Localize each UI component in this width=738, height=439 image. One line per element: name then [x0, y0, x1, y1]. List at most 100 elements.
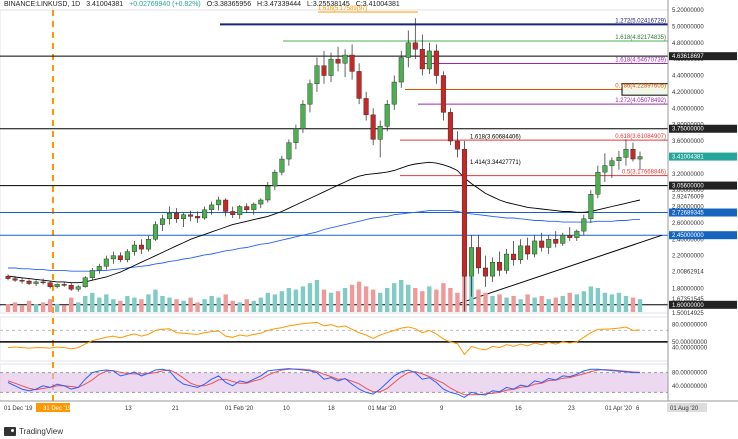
volume-bar: [167, 297, 172, 312]
range-date-bg: [667, 403, 707, 412]
volume-bar: [490, 296, 495, 312]
volume-bar: [539, 296, 544, 312]
volume-bar: [637, 299, 643, 312]
fib-label: 1.618(3.60684406): [470, 134, 521, 140]
fib-label: 0.786(4.22897605): [615, 84, 666, 90]
time-tick: 10: [283, 406, 290, 412]
price-label-bg: [669, 300, 737, 309]
candle-body: [54, 284, 60, 287]
price-change: +0.02769940 (+0.82%): [129, 1, 201, 8]
volume-bar: [5, 304, 11, 312]
rsi-line: [7, 321, 641, 356]
candle-body: [82, 277, 88, 287]
candle-body: [412, 42, 418, 50]
volume-bar: [328, 292, 334, 312]
candle-body: [468, 247, 474, 277]
price-tick: 3.00000000: [672, 188, 704, 194]
candle-body: [384, 103, 390, 127]
volume-bar: [574, 294, 579, 312]
candle-body: [195, 216, 201, 219]
volume-bar: [448, 288, 453, 312]
tradingview-logo-icon: [4, 426, 16, 436]
candle-body: [138, 244, 144, 250]
volume-bar: [61, 305, 67, 312]
last-price: 3.41004381: [86, 1, 124, 8]
candle-body: [75, 286, 81, 290]
volume-bar: [174, 299, 179, 312]
candle-body: [518, 245, 524, 260]
volume-bar: [272, 294, 278, 312]
time-tick: 01 Feb '20: [225, 406, 254, 412]
candle-body: [272, 171, 278, 187]
candle-body: [40, 281, 46, 284]
volume-bar: [602, 292, 608, 312]
candle-body: [637, 156, 643, 160]
candle-body: [307, 83, 313, 105]
volume-bar: [349, 284, 355, 312]
candle-body: [5, 275, 11, 279]
candle-body: [103, 258, 109, 267]
candle-body: [293, 128, 299, 143]
price-tick: 4.40000000: [672, 74, 704, 80]
volume-bar: [76, 302, 81, 312]
volume-bar: [314, 280, 320, 312]
candle-body: [461, 149, 467, 277]
time-tick: 01 Aug '20: [670, 406, 699, 412]
candle-body: [539, 240, 545, 248]
price-tick: 3.20000000: [672, 172, 704, 178]
time-axis: 01 Dec '19 31 Dec '19 13 21 01 Feb '20 10 18 01…: [0, 400, 738, 412]
tradingview-logo[interactable]: TradingView: [4, 425, 63, 437]
volume-bar: [616, 292, 622, 312]
candle-body: [279, 158, 285, 173]
candle-body: [356, 71, 362, 99]
volume-bar: [132, 297, 137, 312]
stoch-band: [0, 372, 668, 393]
candle-body: [117, 255, 123, 260]
volume-bar: [342, 288, 348, 312]
candle-body: [321, 65, 327, 76]
fib-label: 1.414(3.34427771): [470, 160, 521, 166]
symbol-label[interactable]: BINANCE:LINKUSD, 1D: [4, 1, 81, 8]
fib-label: 1.272(5.02416729): [615, 18, 666, 24]
volume-bar: [160, 296, 165, 312]
volume-bar: [125, 296, 130, 312]
volume-bar: [476, 289, 481, 312]
rsi-pane: [0, 321, 668, 356]
candle-body: [567, 235, 573, 238]
price-label-bg: [669, 294, 737, 303]
price-tick: 4.20000000: [672, 90, 704, 96]
volume-bar: [413, 288, 418, 312]
time-tick: 01 Dec '19: [4, 406, 33, 412]
candle-body: [202, 209, 208, 219]
volume-bar: [630, 297, 636, 312]
volume-bar: [399, 280, 404, 312]
price-tick: 4.00000000: [672, 106, 704, 112]
volume-bar: [181, 300, 186, 312]
volume-bar: [595, 288, 601, 312]
volume-bar: [83, 296, 88, 312]
axis-background: [668, 0, 738, 439]
candle-body: [26, 280, 32, 284]
fib-label: 1.618(4.54670739): [615, 57, 666, 63]
low-value: L:3.25538145: [306, 1, 350, 8]
close-value: C:3.41004381: [355, 1, 400, 8]
indicator-tick: 80.00000000: [672, 323, 708, 329]
volume-bar: [609, 294, 615, 312]
indicator-tick: 40.00000000: [672, 384, 708, 390]
volume-bar: [216, 297, 221, 312]
support-trendline: [454, 234, 663, 306]
volume-bar: [26, 300, 32, 312]
price-tick: 1.80000000: [672, 286, 704, 292]
candle-body: [574, 230, 580, 238]
candle-body: [174, 212, 180, 220]
price-label: 2.45000000: [672, 233, 704, 239]
time-tick: 01 Mar '20: [368, 406, 397, 412]
candle-body: [216, 199, 222, 206]
price-label: 4.63618697: [672, 54, 704, 60]
volume-bar: [377, 292, 383, 312]
volume-bar: [111, 299, 116, 312]
candle-body: [511, 253, 517, 260]
volume-bars: [5, 264, 643, 312]
candle-body: [370, 114, 376, 140]
